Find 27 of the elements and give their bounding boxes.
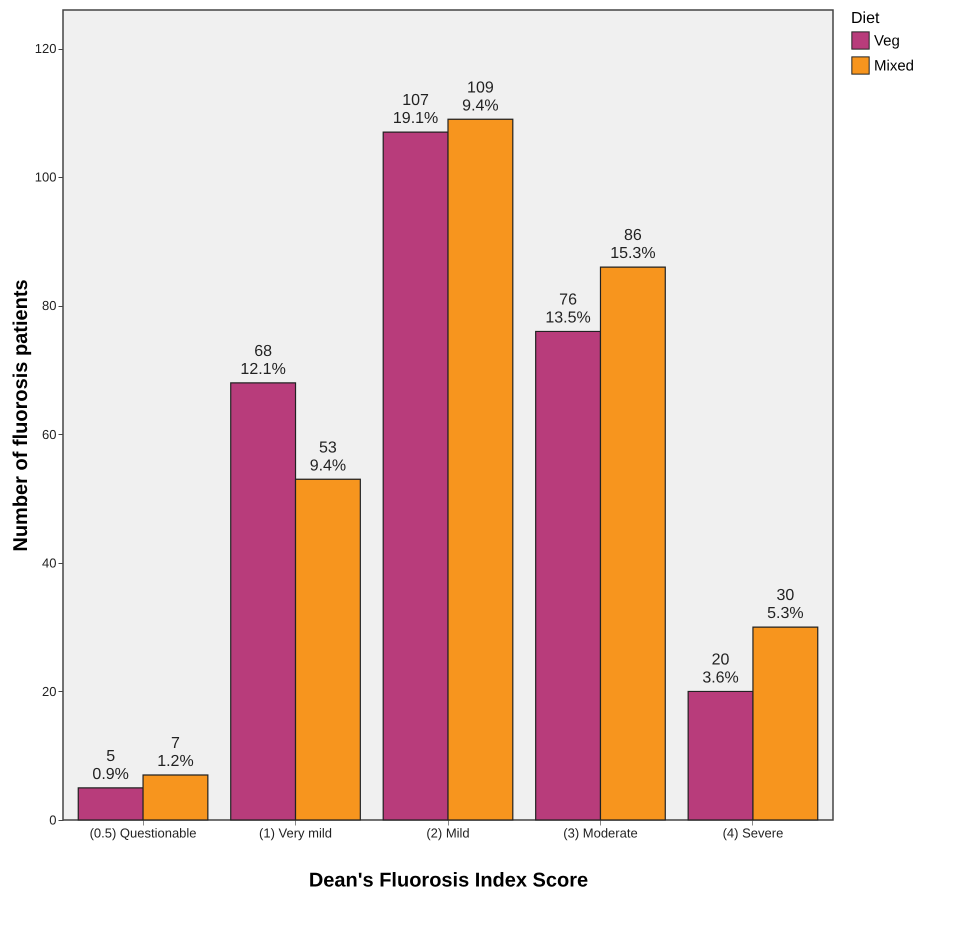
data-label: 20 3.6%	[702, 651, 739, 686]
x-tick-label: (2) Mild	[426, 826, 470, 840]
legend-label: Veg	[874, 32, 900, 50]
data-label: 5 0.9%	[92, 748, 129, 783]
y-tick-label: 40	[42, 555, 56, 570]
y-tick-label: 20	[42, 684, 56, 699]
x-tick-label: (0.5) Questionable	[90, 826, 197, 840]
data-label: 76 13.5%	[545, 291, 591, 326]
data-label: 7 1.2%	[157, 735, 194, 770]
data-label: 107 19.1%	[392, 92, 438, 128]
y-tick-label: 60	[42, 426, 56, 442]
x-axis-title: Dean's Fluorosis Index Score	[308, 870, 588, 892]
x-tick-label: (4) Severe	[722, 826, 784, 840]
y-tick-label: 80	[42, 298, 56, 314]
y-tick-label: 0	[49, 812, 56, 828]
data-label: 30 5.3%	[767, 587, 804, 622]
data-label: 68 12.1%	[240, 342, 286, 378]
legend-label: Mixed	[874, 58, 914, 74]
y-tick-label: 120	[34, 41, 56, 56]
x-tick-label: (1) Very mild	[259, 826, 332, 840]
y-axis-title: Number of fluorosis patients	[10, 279, 32, 552]
y-tick-label: 100	[34, 170, 56, 185]
legend-title: Diet	[851, 10, 880, 27]
data-label: 109 9.4%	[462, 79, 499, 114]
data-label: 53 9.4%	[310, 439, 346, 474]
data-label: 86 15.3%	[610, 227, 656, 262]
x-tick-label: (3) Moderate	[563, 826, 638, 840]
